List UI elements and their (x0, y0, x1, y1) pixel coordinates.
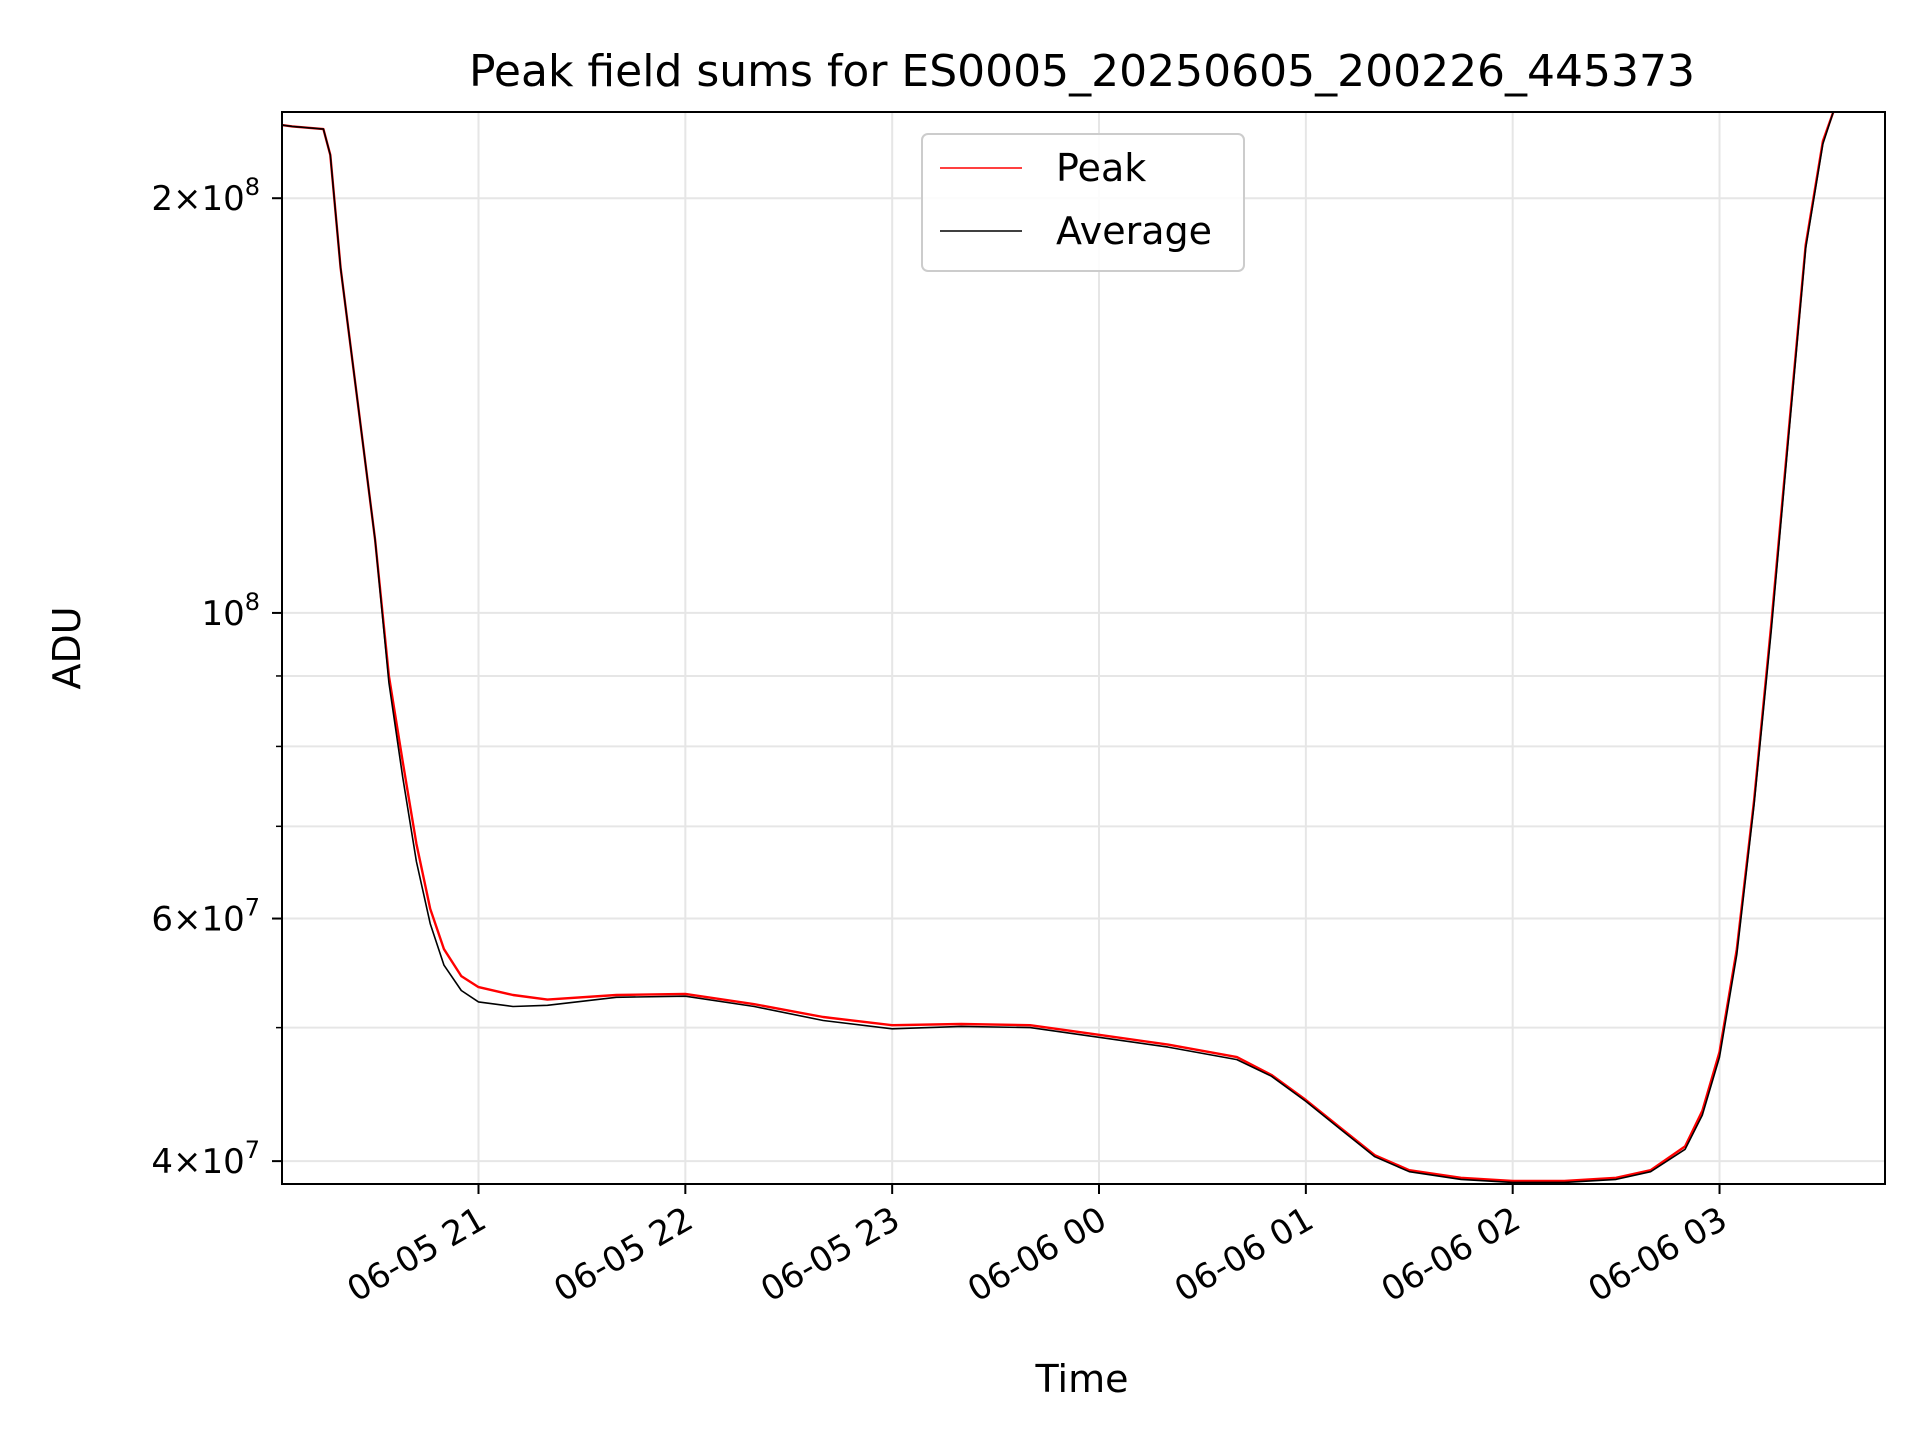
plot-area-frame (281, 111, 1886, 1185)
series-line-peak (282, 112, 1835, 1183)
y-tick-label: 6×107 (151, 894, 260, 940)
y-tick-label: 108 (201, 588, 260, 634)
series-layer (282, 112, 1835, 1184)
legend-label-peak: Peak (1056, 146, 1146, 190)
series-line-average (282, 112, 1835, 1184)
legend: Peak Average (921, 133, 1245, 272)
chart-title: Peak field sums for ES0005_20250605_2002… (469, 46, 1695, 97)
y-axis-label: ADU (45, 606, 89, 689)
y-tick-label: 2×108 (151, 173, 260, 219)
x-axis-label: Time (1035, 1357, 1129, 1401)
y-axis: 4×107 6×107 108 2×108 (151, 173, 282, 1182)
y-tick-label: 4×107 (151, 1136, 260, 1182)
legend-label-average: Average (1056, 209, 1212, 253)
